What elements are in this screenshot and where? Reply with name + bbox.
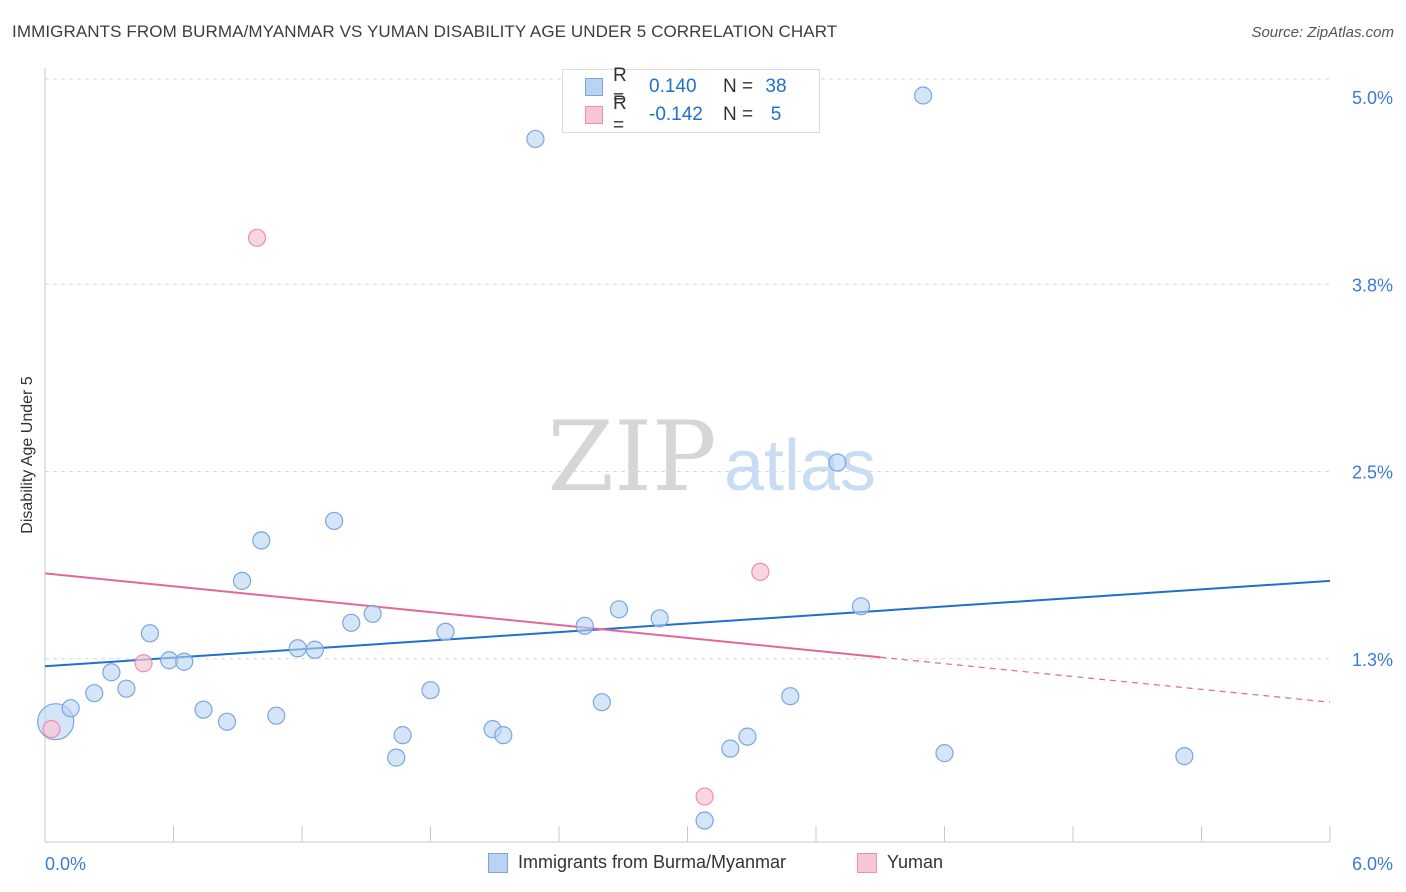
point-burma [252, 531, 271, 550]
legend-label-yuman: Yuman [887, 852, 944, 872]
legend-swatch-blue [585, 78, 603, 96]
legend-label-burma: Immigrants from Burma/Myanmar [518, 852, 787, 872]
x-tick-label: 6.0% [1352, 854, 1393, 874]
legend-r-value: -0.142 [649, 104, 703, 125]
point-burma [217, 712, 237, 731]
y-tick-label: 3.8% [1352, 275, 1393, 295]
point-burma [592, 693, 611, 712]
tick-labels: 5.0% 3.8% 2.5% 1.3% 0.0% 6.0% [45, 88, 1393, 874]
point-burma [232, 571, 252, 590]
point-burma [267, 706, 286, 725]
point-yuman [751, 562, 770, 581]
point-burma [851, 597, 871, 616]
point-burma [102, 663, 121, 682]
point-burma [1175, 747, 1194, 766]
point-burma [342, 613, 361, 632]
legend-swatch-pink [857, 852, 877, 873]
legend-n-value: 38 [765, 76, 787, 97]
point-burma [781, 687, 800, 706]
trend-line-yuman-extrapolated [880, 656, 1331, 703]
legend-r-label: R = [613, 65, 627, 108]
point-burma [363, 604, 382, 623]
legend-swatch-blue [488, 852, 508, 873]
watermark-zip: ZIP [547, 401, 716, 513]
point-burma [140, 624, 160, 643]
legend-item-yuman[interactable]: Yuman [857, 852, 943, 873]
legend-n-label: N = [723, 76, 754, 97]
legend-row-burma: R = 0.140 N = 38 [563, 65, 793, 108]
point-burma [650, 609, 669, 628]
point-burma [61, 699, 80, 718]
legend-swatch-pink [585, 106, 603, 124]
point-burma [935, 744, 954, 763]
point-burma [175, 652, 194, 671]
series-legend: Immigrants from Burma/Myanmar Yuman [0, 852, 1406, 876]
trend-line-yuman [44, 572, 881, 659]
y-tick-label: 2.5% [1352, 463, 1393, 483]
legend-r-value: 0.140 [649, 76, 697, 97]
watermark-atlas: atlas [724, 426, 876, 506]
point-burma [387, 748, 406, 767]
point-burma [913, 86, 933, 105]
legend-item-burma[interactable]: Immigrants from Burma/Myanmar [488, 852, 786, 873]
point-burma [828, 453, 847, 472]
point-burma [421, 681, 440, 700]
point-burma [695, 811, 714, 830]
gridlines [45, 78, 1330, 660]
legend-n-value: 5 [770, 104, 782, 125]
point-burma [393, 726, 412, 745]
legend-n-label: N = [723, 104, 754, 125]
point-burma [85, 684, 104, 703]
point-burma [305, 640, 324, 659]
y-tick-label: 1.3% [1352, 650, 1393, 670]
legend-row-yuman: R = -0.142 N = 5 [563, 93, 793, 136]
point-burma [575, 616, 594, 635]
point-burma [721, 739, 740, 758]
point-yuman [42, 720, 61, 739]
point-burma [117, 679, 136, 698]
data-points [37, 86, 1194, 830]
legend-r-label: R = [613, 93, 627, 136]
trend-line-burma [44, 579, 1331, 668]
point-burma [494, 726, 513, 745]
point-burma [738, 727, 757, 746]
x-tick-label: 0.0% [45, 854, 86, 874]
source-label: Source: ZipAtlas.com [1251, 24, 1394, 41]
point-yuman [695, 787, 714, 806]
point-burma [194, 700, 213, 719]
point-burma [526, 129, 545, 149]
point-yuman [247, 228, 267, 247]
point-burma [609, 600, 629, 619]
correlation-legend: R = 0.140 N = 38 R = -0.142 N = 5 [562, 65, 820, 136]
watermark: ZIP atlas [547, 401, 876, 513]
point-burma [436, 622, 455, 641]
point-burma [160, 651, 179, 670]
point-burma [325, 511, 344, 531]
point-burma [288, 639, 307, 658]
y-tick-label: 5.0% [1352, 88, 1393, 108]
chart-title: IMMIGRANTS FROM BURMA/MYANMAR VS YUMAN D… [12, 22, 838, 41]
point-yuman [134, 654, 153, 673]
trend-lines [44, 572, 1331, 703]
